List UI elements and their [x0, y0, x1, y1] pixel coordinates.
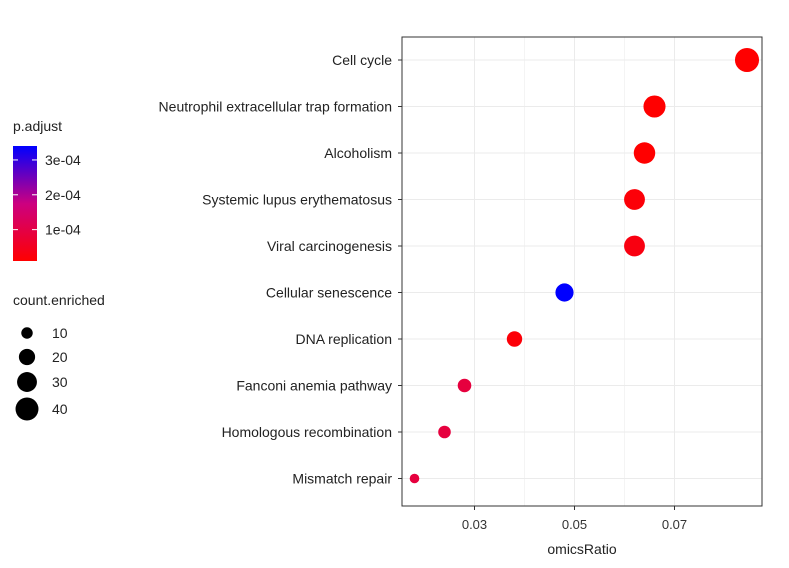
color-legend-bar — [13, 146, 37, 261]
y-tick-label: Mismatch repair — [292, 471, 392, 487]
size-legend-label: 20 — [52, 349, 68, 365]
color-legend-tick-label: 1e-04 — [45, 222, 81, 238]
size-legend-key — [17, 372, 37, 392]
points-layer — [409, 47, 760, 484]
color-legend: p.adjust 1e-04 2e-04 3e-04 — [13, 118, 81, 261]
y-tick-label: Viral carcinogenesis — [267, 238, 392, 254]
data-point — [457, 378, 472, 393]
y-tick-label: Fanconi anemia pathway — [236, 378, 392, 394]
color-legend-ticks: 1e-04 2e-04 3e-04 — [13, 152, 81, 238]
size-legend-label: 10 — [52, 325, 68, 341]
data-point — [624, 189, 645, 210]
size-legend-items: 10 20 30 40 — [15, 325, 68, 421]
x-axis: 0.03 0.05 0.07 — [462, 506, 687, 532]
size-legend-label: 40 — [52, 401, 68, 417]
x-tick-label: 0.03 — [462, 517, 487, 532]
y-tick-label: Cell cycle — [332, 52, 392, 68]
data-point — [633, 142, 656, 164]
y-tick-label: Systemic lupus erythematosus — [202, 192, 392, 208]
color-legend-title: p.adjust — [13, 118, 62, 134]
x-tick-label: 0.05 — [562, 517, 587, 532]
x-tick-label: 0.07 — [662, 517, 687, 532]
plot-panel-border — [401, 36, 763, 507]
x-axis-title: omicsRatio — [547, 541, 616, 557]
data-point — [438, 425, 451, 439]
data-point — [506, 331, 523, 347]
y-tick-label: Cellular senescence — [266, 285, 392, 301]
size-legend-key — [18, 348, 36, 366]
size-legend: count.enriched 10 20 30 40 — [13, 292, 105, 421]
y-tick-label: Neutrophil extracellular trap formation — [159, 99, 392, 115]
size-legend-title: count.enriched — [13, 292, 105, 308]
y-tick-label: Alcoholism — [324, 145, 392, 161]
y-tick-labels: Cell cycle Neutrophil extracellular trap … — [159, 52, 402, 487]
data-point — [624, 235, 645, 257]
data-point — [409, 473, 420, 484]
size-legend-label: 30 — [52, 374, 68, 390]
size-legend-key — [21, 327, 33, 339]
grid-lines — [402, 37, 762, 506]
data-point — [555, 283, 574, 302]
y-tick-label: DNA replication — [296, 331, 393, 347]
color-legend-tick-label: 3e-04 — [45, 152, 81, 168]
data-point — [734, 47, 760, 73]
color-legend-tick-label: 2e-04 — [45, 187, 81, 203]
data-point — [643, 95, 666, 118]
y-tick-label: Homologous recombination — [222, 424, 392, 440]
size-legend-key — [15, 397, 39, 421]
